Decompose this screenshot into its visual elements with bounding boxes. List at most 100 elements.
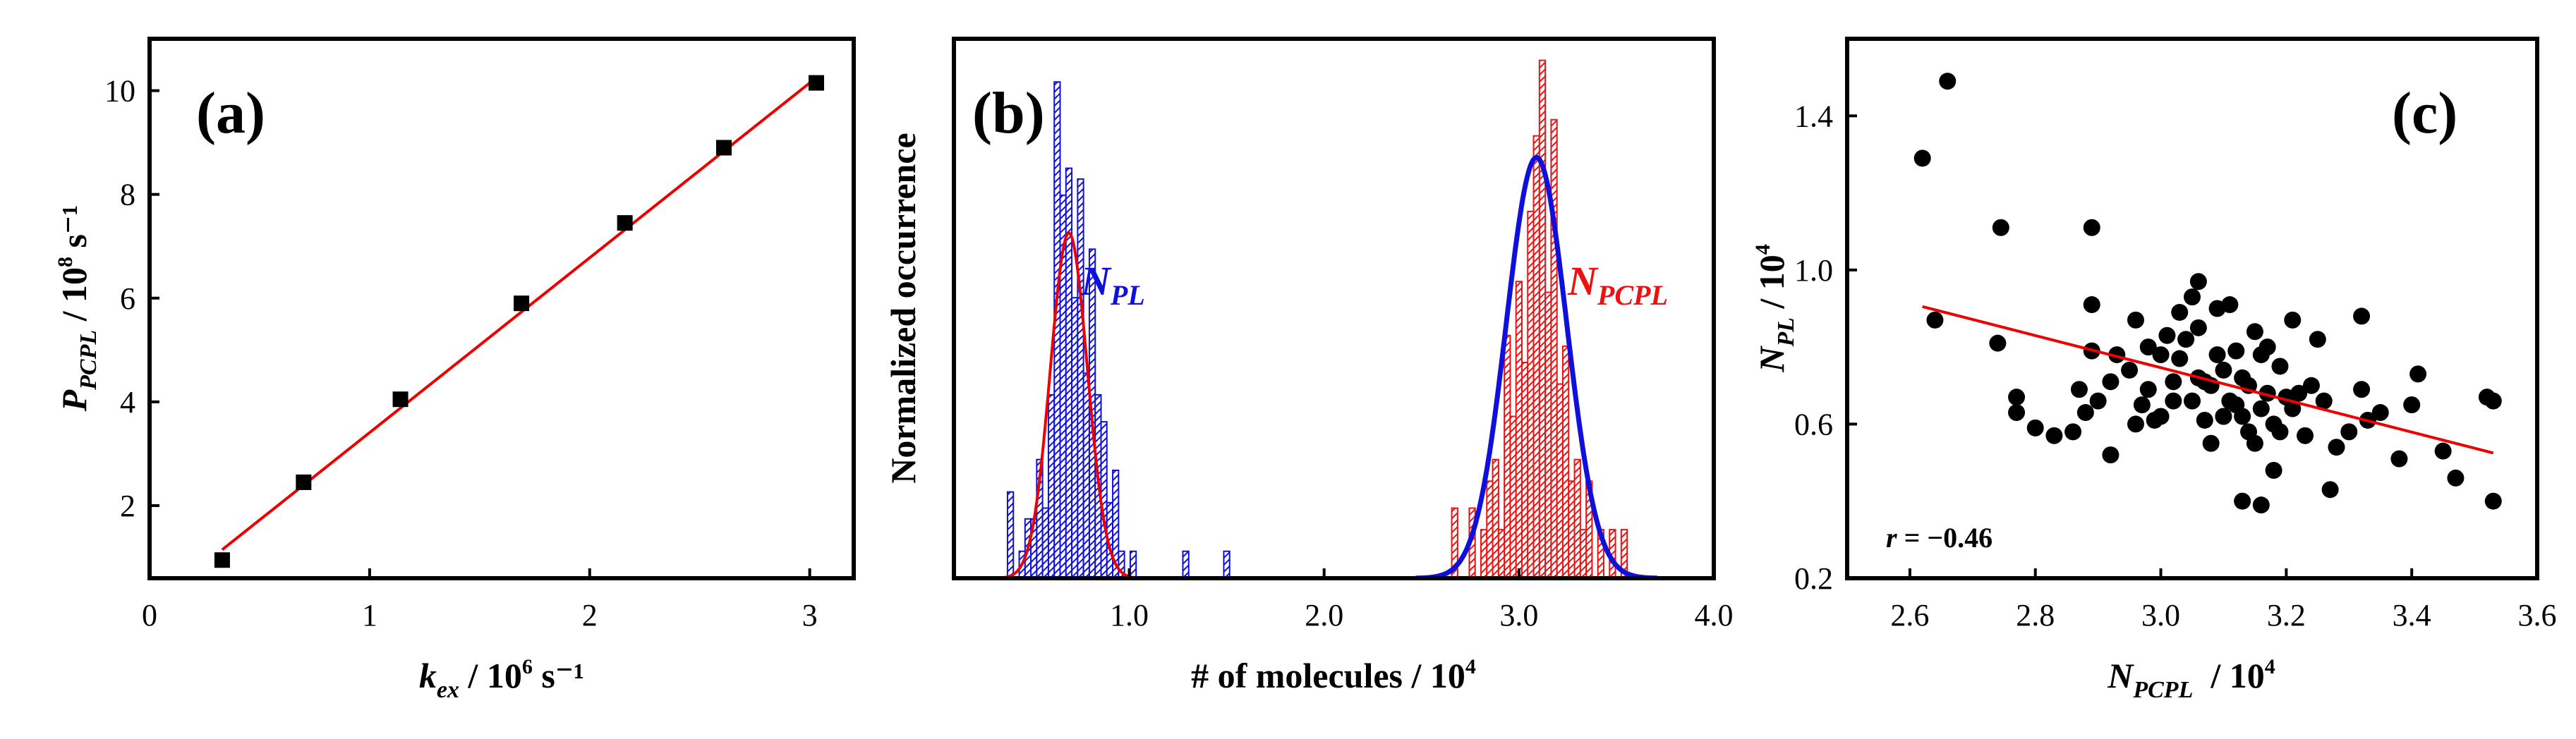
panel-a-point	[296, 474, 312, 490]
panel-a-y-tick-label: 4	[120, 385, 135, 420]
panel-c-frame	[1845, 37, 2539, 580]
panel-a-y-tick-label: 8	[120, 178, 135, 212]
panel-b-y-axis-title: Normalized occurrence	[883, 133, 923, 484]
panel-c-point	[2290, 384, 2308, 402]
panel-c-point	[2152, 408, 2170, 425]
panel-b-bar-n-pcpl	[1561, 346, 1570, 578]
panel-c-x-tick-label: 3.4	[2393, 598, 2431, 633]
panel-b-ticks: 1.0 2.0 3.0 4.0	[1110, 568, 1734, 633]
panel-c-point	[2284, 311, 2302, 329]
panel-c-y-tick-label: 0.6	[1794, 407, 1833, 441]
panel-b-bar-n-pcpl	[1497, 529, 1506, 578]
panel-b-bar-n-pcpl	[1486, 480, 1494, 578]
panel-b-bar-n-pl	[1118, 550, 1125, 578]
panel-c-point	[2184, 288, 2201, 306]
panel-c-point	[2171, 350, 2189, 367]
panel-c-point	[2026, 419, 2044, 436]
panel-b-bar-n-pl	[1077, 178, 1084, 578]
panel-c-point	[2165, 392, 2182, 410]
panel-a-y-tick-label: 2	[120, 489, 135, 523]
panel-c-x-tick-label: 2.6	[1890, 598, 1929, 633]
panel-c-point	[2321, 481, 2339, 499]
panel-b-bar-n-pl	[1065, 167, 1073, 578]
panel-b: 1.0 2.0 3.0 4.0 (b) # of molecules / 104 No…	[883, 37, 1734, 695]
panel-a-plot-area	[214, 75, 824, 568]
panel-c-point	[2184, 392, 2201, 410]
panel-c-point	[2089, 392, 2107, 410]
panel-a-point	[514, 295, 530, 312]
panel-b-bar-n-pcpl	[1480, 529, 1488, 578]
panel-c-point	[2076, 404, 2094, 422]
panel-a-point	[392, 391, 409, 408]
panel-b-bar-n-pcpl	[1550, 118, 1558, 578]
panel-a-x-tick-label: 2	[582, 598, 598, 633]
panel-b-bar-n-pcpl	[1620, 529, 1628, 578]
panel-b-bar-n-pcpl	[1527, 210, 1535, 578]
panel-a-point	[617, 215, 633, 231]
panel-c-point	[2171, 303, 2189, 321]
panel-a-y-axis-title: PPCPL / 108 s⁻¹	[54, 205, 102, 413]
panel-c-point	[2390, 450, 2408, 468]
panel-c-point	[2102, 446, 2120, 464]
panel-c-point	[2271, 423, 2289, 441]
panel-c-x-tick-label: 3.6	[2518, 598, 2557, 633]
panel-c-point	[2309, 331, 2326, 348]
panel-a: 0 1 2 3 2 4 6 8 10 (a) kex / 106 s⁻¹ PPCPL / 108…	[54, 37, 856, 703]
panel-b-bar-n-pcpl	[1492, 458, 1499, 578]
panel-b-bar-n-pcpl	[1532, 135, 1540, 578]
panel-c-point	[2189, 319, 2207, 336]
panel-b-x-tick-label: 2.0	[1305, 598, 1343, 633]
panel-b-plot-area	[995, 59, 1657, 578]
panel-b-x-tick-label: 3.0	[1499, 598, 1538, 633]
panel-c-point	[2284, 400, 2302, 417]
panel-c-x-tick-label: 3.0	[2141, 598, 2180, 633]
panel-c-point	[2258, 338, 2276, 356]
panel-c-plot-area	[1913, 73, 2502, 514]
panel-c-point	[1992, 219, 2009, 236]
panel-c-point	[2102, 373, 2120, 391]
panel-c-y-axis-title: NPL / 104	[1751, 244, 1799, 373]
panel-c-point	[2234, 492, 2251, 510]
panel-c-tag: (c)	[2392, 80, 2457, 146]
panel-a-x-tick-label: 1	[362, 598, 377, 633]
panel-c-point	[2252, 496, 2270, 514]
panel-a-ticks: 0 1 2 3 2 4 6 8 10	[104, 74, 818, 633]
panel-b-bar-n-pl	[1006, 491, 1015, 578]
panel-c-point	[2265, 462, 2282, 479]
panel-c-point	[2127, 415, 2144, 433]
panel-c-point	[2221, 296, 2239, 314]
panel-a-x-axis-title: kex / 106 s⁻¹	[419, 655, 584, 703]
panel-c-point	[1913, 149, 1931, 167]
panel-c-point	[2202, 434, 2220, 452]
panel-c-y-tick-label: 1.4	[1794, 99, 1833, 133]
panel-b-bar-n-pcpl	[1579, 529, 1588, 578]
panel-b-bar-n-pcpl	[1556, 383, 1564, 578]
panel-c-point	[2139, 381, 2157, 398]
panel-b-bar-n-pcpl	[1544, 291, 1552, 578]
panel-b-bar-n-pcpl	[1538, 59, 1547, 578]
panel-c-point	[2064, 423, 2082, 441]
panel-c-point	[2434, 442, 2452, 460]
panel-c-point	[2315, 392, 2333, 410]
panel-c-point	[2328, 439, 2345, 456]
panel-c-point	[2127, 311, 2144, 329]
panel-c-point	[2152, 346, 2170, 364]
panel-b-bar-n-pl	[1041, 507, 1049, 578]
panel-c-point	[2139, 338, 2157, 356]
panel-c-point	[2409, 365, 2427, 383]
panel-c-point	[2121, 361, 2139, 379]
legend-n-pl: NPL	[1080, 258, 1145, 311]
panel-b-bar-n-pl	[1129, 550, 1137, 578]
panel-c-point	[2403, 396, 2421, 414]
panel-c-point	[2246, 323, 2263, 341]
panel-b-fit-n-pl	[995, 231, 1143, 578]
legend-n-pcpl: NPCPL	[1567, 258, 1668, 311]
panel-c-x-axis-title: NPCPL / 104	[2107, 655, 2275, 703]
panel-b-x-axis-title: # of molecules / 104	[1191, 655, 1476, 695]
panel-a-y-tick-label: 6	[120, 281, 135, 316]
panel-b-bar-n-pl	[1082, 372, 1090, 578]
panel-c-point	[1939, 73, 1957, 90]
panel-a-tag: (a)	[196, 80, 265, 146]
panel-c-point	[2208, 346, 2226, 364]
panel-b-bar-n-pcpl	[1520, 362, 1529, 578]
